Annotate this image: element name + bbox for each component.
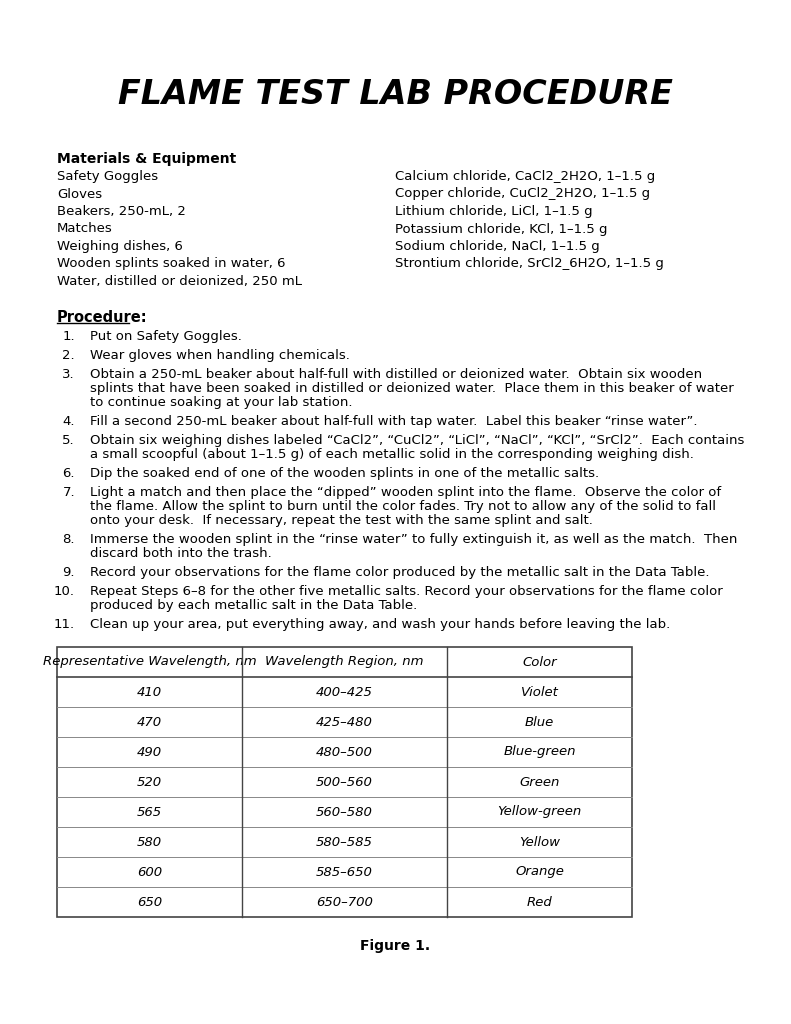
Text: Put on Safety Goggles.: Put on Safety Goggles. bbox=[90, 330, 242, 343]
Text: 650–700: 650–700 bbox=[316, 896, 373, 908]
Text: 400–425: 400–425 bbox=[316, 685, 373, 698]
Text: FLAME TEST LAB PROCEDURE: FLAME TEST LAB PROCEDURE bbox=[118, 78, 672, 111]
Text: 580–585: 580–585 bbox=[316, 836, 373, 849]
Text: 500–560: 500–560 bbox=[316, 775, 373, 788]
Text: 5.: 5. bbox=[62, 434, 75, 447]
Text: onto your desk.  If necessary, repeat the test with the same splint and salt.: onto your desk. If necessary, repeat the… bbox=[90, 514, 593, 527]
Text: 1.: 1. bbox=[62, 330, 75, 343]
Text: 600: 600 bbox=[137, 865, 162, 879]
Text: a small scoopful (about 1–1.5 g) of each metallic solid in the corresponding wei: a small scoopful (about 1–1.5 g) of each… bbox=[90, 449, 694, 461]
Text: Light a match and then place the “dipped” wooden splint into the flame.  Observe: Light a match and then place the “dipped… bbox=[90, 486, 721, 499]
Text: Color: Color bbox=[522, 655, 557, 669]
Text: Repeat Steps 6–8 for the other five metallic salts. Record your observations for: Repeat Steps 6–8 for the other five meta… bbox=[90, 585, 723, 598]
Text: Sodium chloride, NaCl, 1–1.5 g: Sodium chloride, NaCl, 1–1.5 g bbox=[395, 240, 600, 253]
Text: Green: Green bbox=[520, 775, 560, 788]
Text: 2.: 2. bbox=[62, 349, 75, 362]
Text: Orange: Orange bbox=[515, 865, 564, 879]
Text: 580: 580 bbox=[137, 836, 162, 849]
Text: Blue-green: Blue-green bbox=[503, 745, 576, 759]
Text: Wooden splints soaked in water, 6: Wooden splints soaked in water, 6 bbox=[57, 257, 286, 270]
Text: Representative Wavelength, nm: Representative Wavelength, nm bbox=[43, 655, 256, 669]
Text: 565: 565 bbox=[137, 806, 162, 818]
Text: 10.: 10. bbox=[54, 585, 75, 598]
Text: to continue soaking at your lab station.: to continue soaking at your lab station. bbox=[90, 396, 353, 409]
Text: 11.: 11. bbox=[54, 618, 75, 631]
Text: Strontium chloride, SrCl2_6H2O, 1–1.5 g: Strontium chloride, SrCl2_6H2O, 1–1.5 g bbox=[395, 257, 664, 270]
Text: Violet: Violet bbox=[520, 685, 558, 698]
Text: Obtain a 250-mL beaker about half-full with distilled or deionized water.  Obtai: Obtain a 250-mL beaker about half-full w… bbox=[90, 368, 702, 381]
Text: Dip the soaked end of one of the wooden splints in one of the metallic salts.: Dip the soaked end of one of the wooden … bbox=[90, 467, 599, 480]
Text: Gloves: Gloves bbox=[57, 187, 102, 201]
Text: Beakers, 250-mL, 2: Beakers, 250-mL, 2 bbox=[57, 205, 186, 218]
Text: produced by each metallic salt in the Data Table.: produced by each metallic salt in the Da… bbox=[90, 599, 417, 612]
Text: Lithium chloride, LiCl, 1–1.5 g: Lithium chloride, LiCl, 1–1.5 g bbox=[395, 205, 592, 218]
Text: Potassium chloride, KCl, 1–1.5 g: Potassium chloride, KCl, 1–1.5 g bbox=[395, 222, 607, 236]
Text: Copper chloride, CuCl2_2H2O, 1–1.5 g: Copper chloride, CuCl2_2H2O, 1–1.5 g bbox=[395, 187, 650, 201]
Text: Record your observations for the flame color produced by the metallic salt in th: Record your observations for the flame c… bbox=[90, 566, 710, 579]
Text: Calcium chloride, CaCl2_2H2O, 1–1.5 g: Calcium chloride, CaCl2_2H2O, 1–1.5 g bbox=[395, 170, 655, 183]
Text: 520: 520 bbox=[137, 775, 162, 788]
Text: 8.: 8. bbox=[62, 534, 75, 546]
Text: 4.: 4. bbox=[62, 415, 75, 428]
Text: Safety Goggles: Safety Goggles bbox=[57, 170, 158, 183]
Text: 585–650: 585–650 bbox=[316, 865, 373, 879]
Text: 3.: 3. bbox=[62, 368, 75, 381]
Text: 560–580: 560–580 bbox=[316, 806, 373, 818]
Text: Blue: Blue bbox=[525, 716, 554, 728]
Text: 490: 490 bbox=[137, 745, 162, 759]
Text: 410: 410 bbox=[137, 685, 162, 698]
Text: Procedure:: Procedure: bbox=[57, 310, 148, 325]
Text: Obtain six weighing dishes labeled “CaCl2”, “CuCl2”, “LiCl”, “NaCl”, “KCl”, “SrC: Obtain six weighing dishes labeled “CaCl… bbox=[90, 434, 744, 447]
Text: 6.: 6. bbox=[62, 467, 75, 480]
Text: splints that have been soaked in distilled or deionized water.  Place them in th: splints that have been soaked in distill… bbox=[90, 382, 734, 395]
Text: Materials & Equipment: Materials & Equipment bbox=[57, 152, 237, 166]
Text: 650: 650 bbox=[137, 896, 162, 908]
Bar bbox=[57, 647, 632, 918]
Text: 9.: 9. bbox=[62, 566, 75, 579]
Text: discard both into the trash.: discard both into the trash. bbox=[90, 547, 272, 560]
Text: Yellow: Yellow bbox=[519, 836, 560, 849]
Text: Wavelength Region, nm: Wavelength Region, nm bbox=[265, 655, 424, 669]
Text: 7.: 7. bbox=[62, 486, 75, 499]
Text: Wear gloves when handling chemicals.: Wear gloves when handling chemicals. bbox=[90, 349, 350, 362]
Text: Immerse the wooden splint in the “rinse water” to fully extinguish it, as well a: Immerse the wooden splint in the “rinse … bbox=[90, 534, 737, 546]
Text: Clean up your area, put everything away, and wash your hands before leaving the : Clean up your area, put everything away,… bbox=[90, 618, 670, 631]
Text: 470: 470 bbox=[137, 716, 162, 728]
Text: Fill a second 250-mL beaker about half-full with tap water.  Label this beaker “: Fill a second 250-mL beaker about half-f… bbox=[90, 415, 698, 428]
Text: 480–500: 480–500 bbox=[316, 745, 373, 759]
Text: 425–480: 425–480 bbox=[316, 716, 373, 728]
Text: the flame. Allow the splint to burn until the color fades. Try not to allow any : the flame. Allow the splint to burn unti… bbox=[90, 500, 716, 513]
Text: Yellow-green: Yellow-green bbox=[498, 806, 581, 818]
Text: Weighing dishes, 6: Weighing dishes, 6 bbox=[57, 240, 183, 253]
Text: Water, distilled or deionized, 250 mL: Water, distilled or deionized, 250 mL bbox=[57, 275, 302, 288]
Text: Red: Red bbox=[527, 896, 552, 908]
Text: Matches: Matches bbox=[57, 222, 113, 236]
Text: Figure 1.: Figure 1. bbox=[361, 939, 430, 953]
